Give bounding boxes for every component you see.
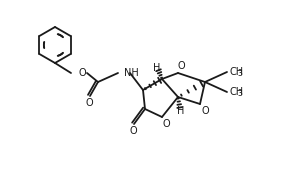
- Text: O: O: [177, 61, 185, 71]
- Text: CH: CH: [229, 67, 243, 77]
- Text: O: O: [201, 106, 209, 116]
- Text: 3: 3: [237, 69, 242, 78]
- Text: O: O: [129, 126, 137, 136]
- Text: O: O: [85, 98, 93, 108]
- Text: H: H: [153, 63, 161, 73]
- Text: NH: NH: [124, 68, 139, 78]
- Text: O: O: [78, 68, 86, 78]
- Text: CH: CH: [229, 87, 243, 97]
- Text: O: O: [162, 119, 170, 129]
- Text: H: H: [177, 106, 185, 116]
- Text: 3: 3: [237, 90, 242, 98]
